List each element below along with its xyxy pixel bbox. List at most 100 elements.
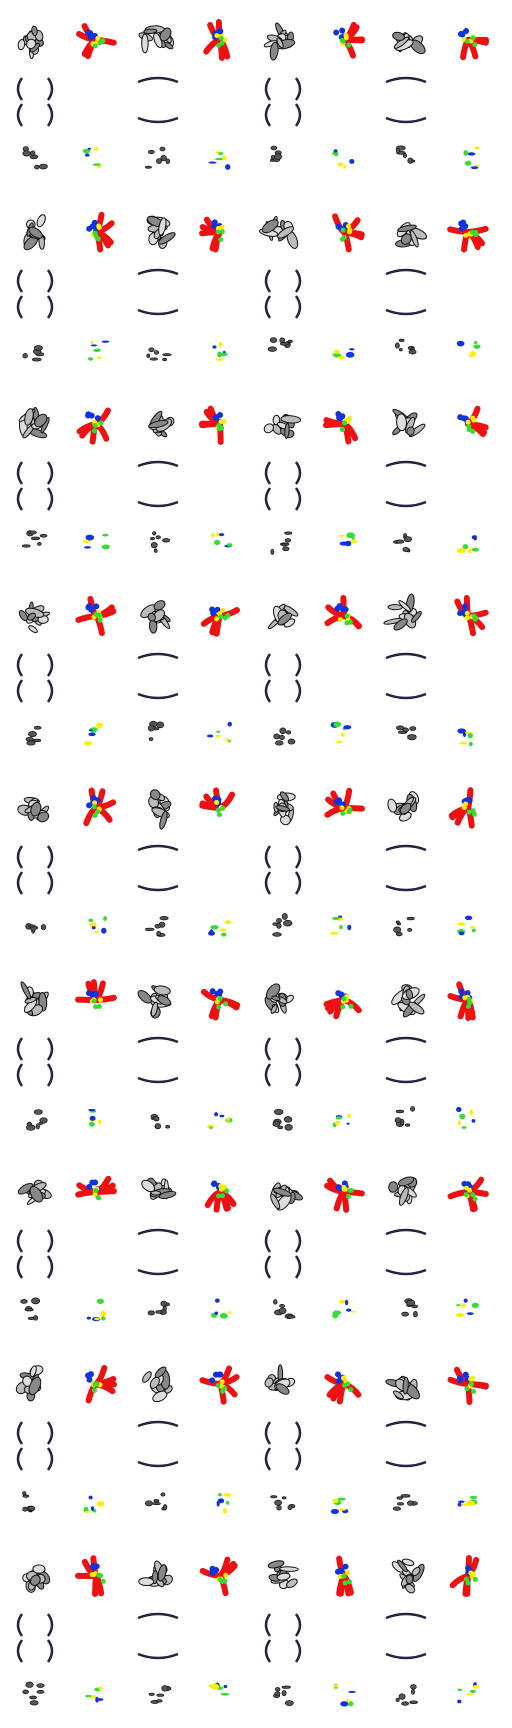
bracket-piece [294,1613,302,1663]
part [457,728,467,734]
part [340,1701,349,1707]
bracket-piece [264,1037,272,1087]
blob [342,606,349,613]
small-parts [329,915,352,935]
gray-sprite [137,985,172,1019]
blob [333,29,340,36]
part [472,1685,480,1689]
blob [342,420,348,426]
part [469,1689,476,1694]
small-parts [216,1493,232,1514]
part [153,1499,160,1503]
blob [89,1179,96,1186]
bracket-piece [137,1612,179,1620]
small-parts [86,1298,106,1322]
sprite-part [261,219,279,234]
blob [469,1381,475,1387]
blob [95,236,101,242]
limb [92,1573,99,1597]
blob [336,603,343,610]
sprite-part [27,612,37,621]
sprite-part [397,224,417,233]
blob [471,1388,477,1394]
blob [217,1371,224,1378]
blob [209,1377,216,1384]
part [28,730,37,738]
sprite-part [410,230,419,248]
blob [95,1194,101,1200]
part [276,1505,282,1511]
part [147,724,155,732]
part [340,732,345,737]
bracket-piece [264,77,272,127]
blob [91,219,98,226]
part [407,734,417,741]
bracket-piece [385,844,427,852]
bracket-piece [264,461,272,511]
part [269,337,278,343]
part [100,1310,106,1317]
bracket-piece [137,844,179,852]
color-sprite [323,990,362,1020]
sprite-part [28,226,43,239]
part [145,927,155,932]
blob [464,989,471,996]
part [97,1119,102,1125]
sprite-part [397,1559,408,1573]
part [274,1499,282,1506]
blob [219,1193,225,1199]
part [463,150,469,156]
bracket-piece [385,884,427,892]
part [409,726,417,731]
bracket-piece [137,692,179,700]
part [270,145,278,151]
color-sprite [449,1555,480,1597]
part [466,1312,474,1315]
part [28,530,37,535]
sprite-part [279,1566,299,1572]
part [31,357,42,362]
part [396,725,405,731]
blob [100,1578,106,1584]
color-sprite [334,1555,354,1597]
part [90,344,98,347]
blob [464,610,470,616]
color-sprite [447,981,476,1021]
blob [92,1381,98,1387]
bracket-piece [385,692,427,700]
part [160,154,167,162]
gray-sprite [15,1365,44,1402]
blob [86,802,93,809]
sprite-part [36,214,46,228]
sprite-part [270,1193,281,1210]
gray-sprite [138,25,174,54]
part [89,1121,95,1127]
blob [218,614,224,620]
part [86,1316,92,1320]
part [267,346,277,352]
gray-sprite [148,789,172,830]
blob [346,416,352,422]
gray-sprite [146,215,176,249]
part [279,1304,285,1308]
sprite-part [270,1004,278,1014]
part [460,1303,466,1308]
part [34,164,40,170]
part [215,358,224,361]
blob [92,990,99,997]
color-sprite [324,787,365,818]
blob [345,1381,351,1387]
small-parts [395,145,416,164]
part [281,913,288,920]
part [85,534,95,541]
bracket-piece [385,1228,427,1236]
part [150,537,155,541]
blob [464,615,470,621]
color-sprite [323,411,359,445]
sprite-part [263,423,274,434]
part [470,351,477,356]
color-sprite [457,27,489,61]
small-parts [22,1491,36,1513]
part [274,1687,281,1692]
bracket-piece [385,652,427,660]
